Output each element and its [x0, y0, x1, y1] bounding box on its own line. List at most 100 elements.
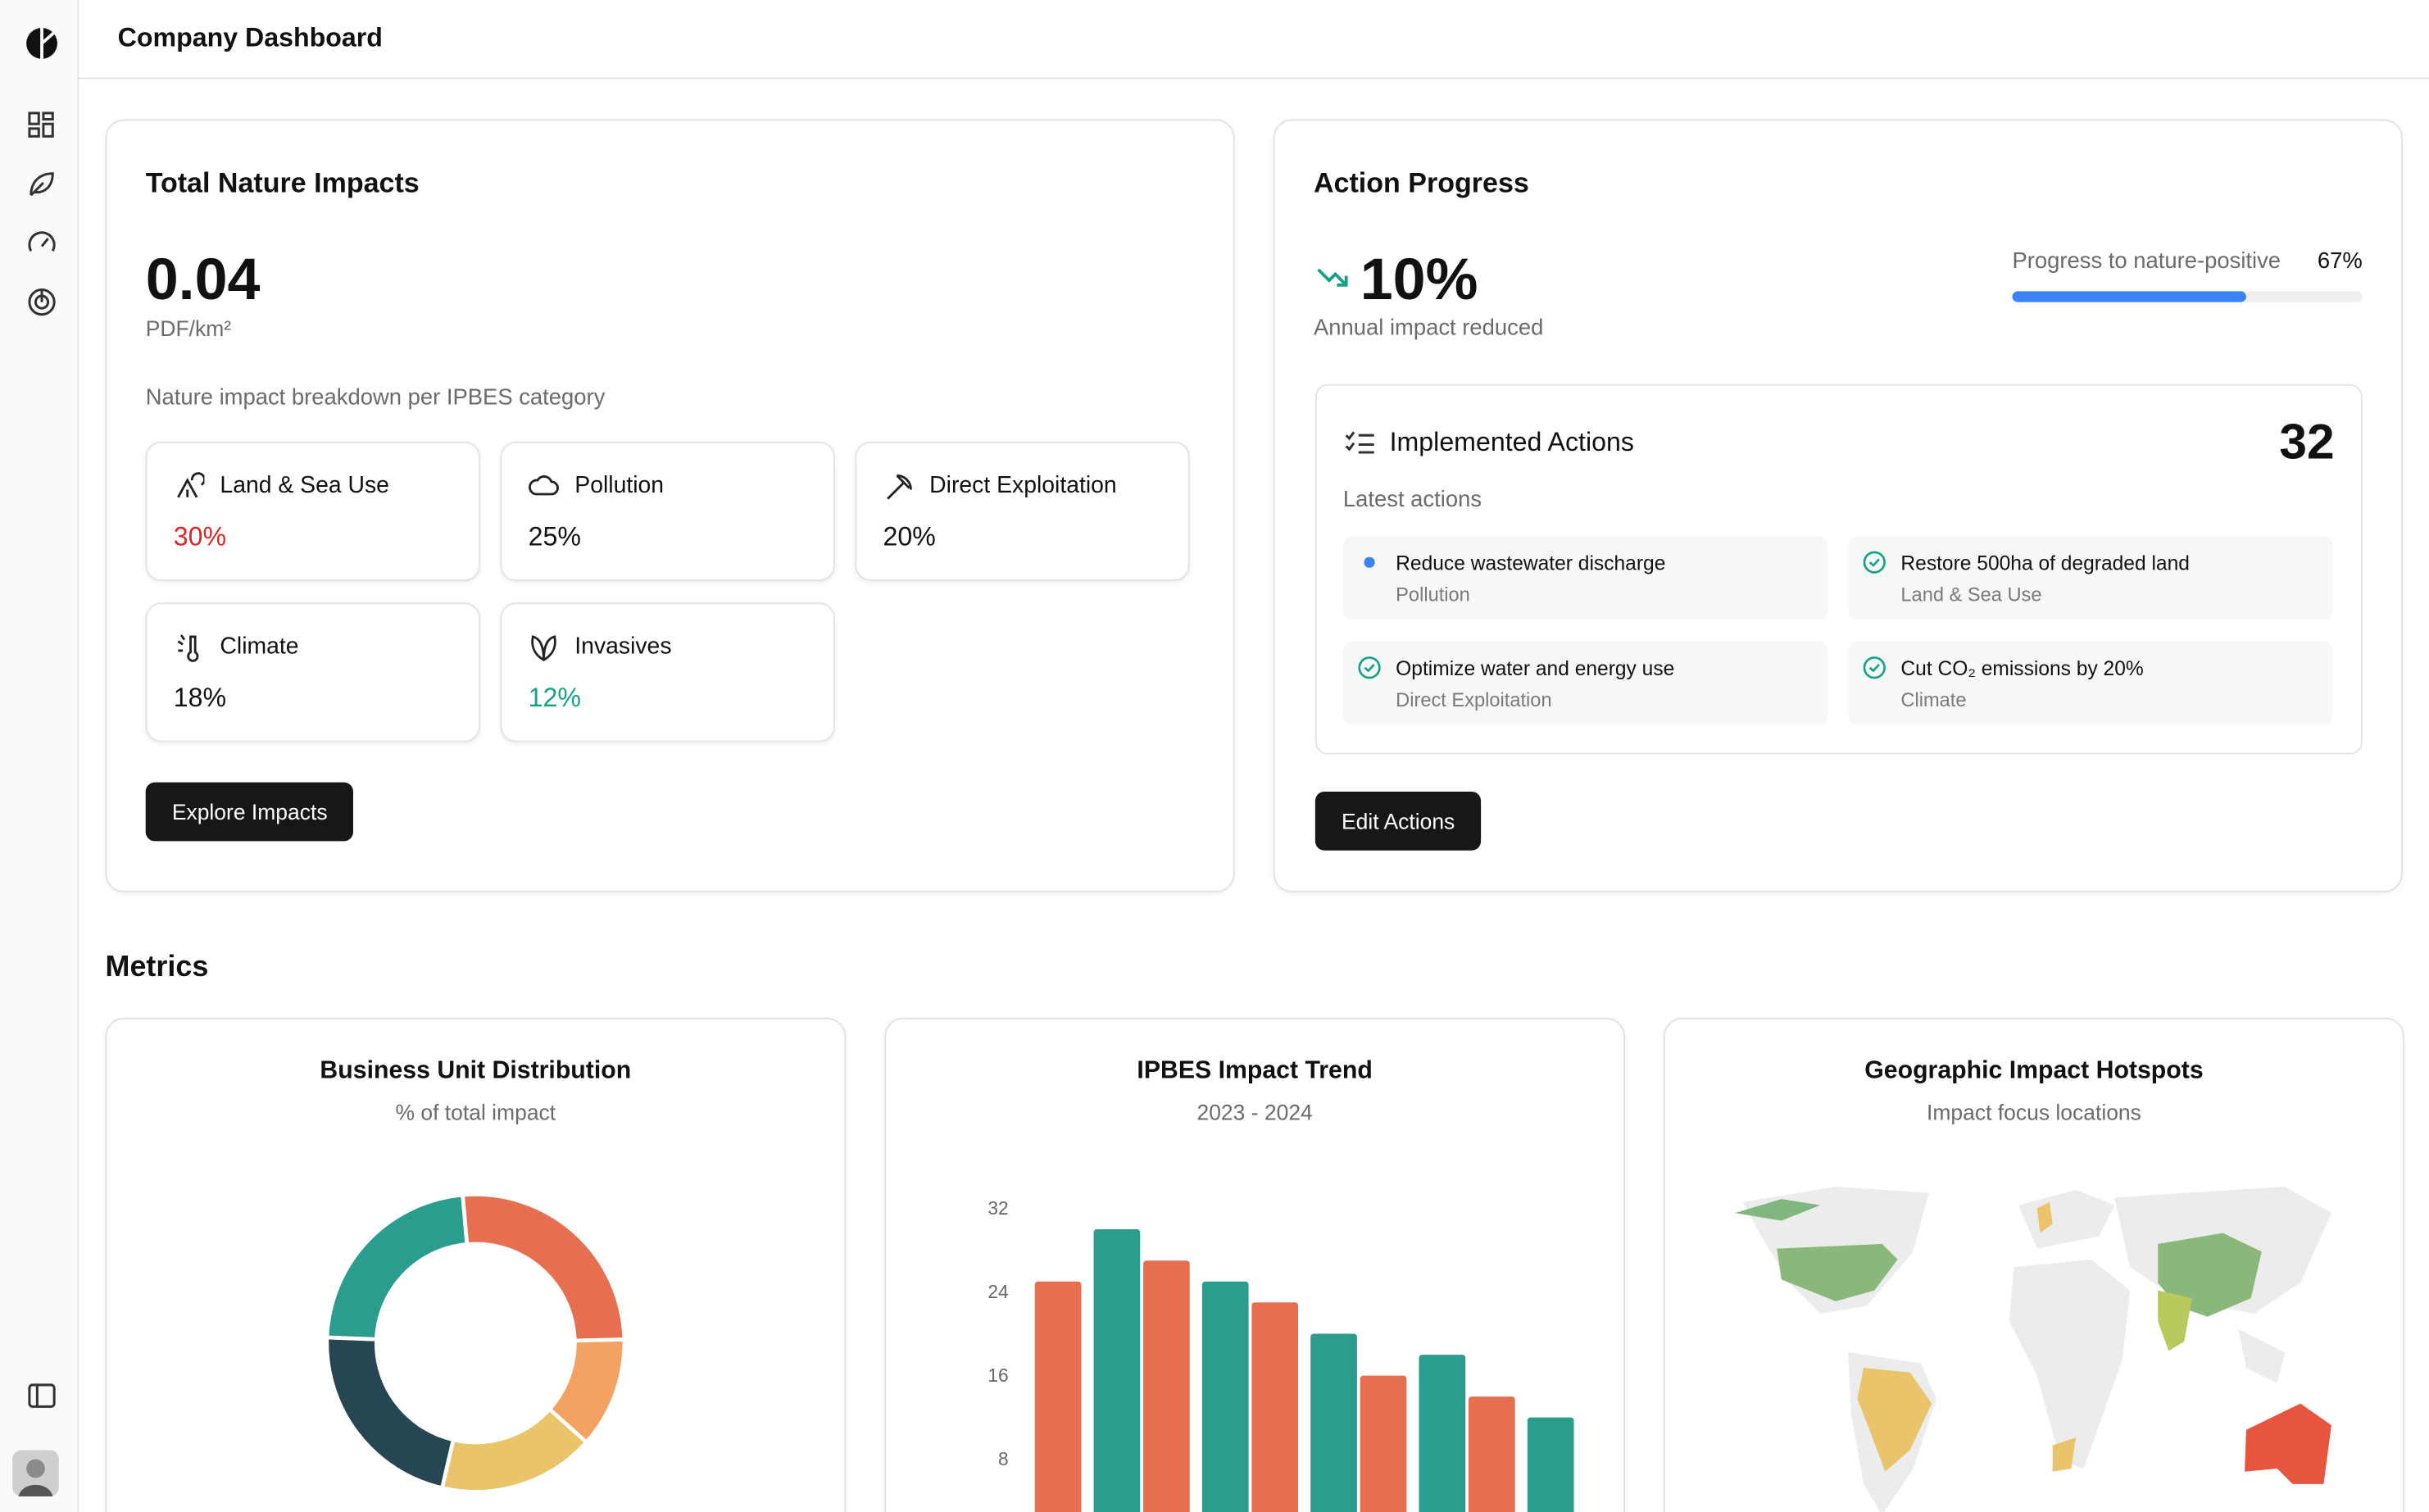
breakdown-label: Nature impact breakdown per IPBES catego…	[145, 385, 606, 411]
category-percent: 18%	[173, 683, 227, 713]
action-item: Optimize water and energy use Direct Expl…	[1342, 641, 1828, 725]
y-tick-label: 32	[987, 1197, 1008, 1219]
impact-tile: Direct Exploitation 20%	[855, 441, 1190, 581]
bar	[1034, 1281, 1082, 1512]
chart-subtitle: % of total impact	[395, 1100, 556, 1125]
bar-chart: 8 16 24 32	[987, 1197, 1574, 1512]
reduction-value: 10%	[1360, 247, 1478, 313]
bar	[1251, 1302, 1299, 1512]
hotspot	[2036, 1201, 2053, 1233]
chart-card: IPBES Impact Trend 2023 - 2024 8 16 24 32	[884, 1017, 1625, 1512]
edit-actions-button[interactable]: Edit Actions	[1314, 791, 1482, 851]
chart-card: Business Unit Distribution % of total im…	[105, 1017, 847, 1512]
hotspot	[2052, 1437, 2077, 1472]
action-title: Cut CO₂ emissions by 20%	[1900, 656, 2144, 680]
bar	[1201, 1281, 1249, 1512]
action-item: Cut CO₂ emissions by 20% Climate	[1848, 641, 2333, 725]
action-item: Restore 500ha of degraded land Land & Sea…	[1848, 536, 2333, 620]
hotspot	[1857, 1368, 1932, 1472]
category-name: Invasives	[574, 633, 672, 661]
category-name: Direct Exploitation	[929, 472, 1117, 499]
bar	[1360, 1375, 1407, 1512]
hotspot	[2158, 1233, 2262, 1317]
category-icon	[177, 472, 205, 498]
chart-title: IPBES Impact Trend	[1137, 1058, 1373, 1085]
latest-label: Latest actions	[1342, 488, 1482, 513]
impact-unit: PDF/km²	[145, 316, 232, 341]
card-title: Action Progress	[1313, 167, 1529, 198]
chart-subtitle: 2023 - 2024	[1196, 1100, 1313, 1125]
y-tick-label: 8	[998, 1448, 1009, 1469]
category-icon	[887, 474, 912, 500]
trend-down-icon	[1317, 268, 1348, 287]
actions-card: Action Progress 10% Annual impact reduce…	[1273, 119, 2403, 892]
nav-nature[interactable]	[26, 169, 57, 200]
donut-segment	[325, 1335, 456, 1491]
action-category: Direct Exploitation	[1396, 689, 1552, 711]
action-category: Land & Sea Use	[1900, 583, 2042, 606]
progress-track	[2012, 291, 2363, 302]
action-item: Reduce wastewater discharge Pollution	[1342, 536, 1828, 620]
card-title: Total Nature Impacts	[145, 167, 420, 198]
category-name: Climate	[220, 633, 299, 661]
progress-value: 67%	[2317, 249, 2363, 275]
done-icon	[1358, 656, 1381, 679]
list-icon	[1345, 431, 1374, 454]
top-bar: Company Dashboard	[79, 0, 2429, 79]
nav-dashboard[interactable]	[26, 110, 57, 141]
impact-tile: Land & Sea Use 30%	[145, 441, 480, 581]
land	[1742, 1186, 2331, 1512]
donut-chart	[325, 1192, 627, 1494]
action-category: Climate	[1900, 689, 1967, 711]
done-icon	[1863, 551, 1886, 574]
category-percent: 25%	[528, 522, 581, 552]
explore-button[interactable]: Explore Impacts	[145, 782, 354, 842]
chart-subtitle: Impact focus locations	[1927, 1100, 2141, 1125]
avatar[interactable]	[12, 1450, 59, 1497]
category-icon	[531, 635, 556, 661]
hotspot	[2158, 1290, 2192, 1351]
category-icon	[529, 475, 559, 496]
donut-segment	[460, 1192, 627, 1343]
chart-title: Business Unit Distribution	[320, 1058, 632, 1085]
page-title: Company Dashboard	[117, 23, 383, 53]
impact-value: 0.04	[145, 247, 261, 313]
world-map	[1735, 1186, 2331, 1512]
impacts-card: Total Nature Impacts 0.04 PDF/km² Nature…	[105, 119, 1235, 892]
implemented-panel: Implemented Actions 32 Latest actions Re…	[1314, 384, 2363, 755]
category-percent: 20%	[883, 522, 936, 552]
bar	[1469, 1396, 1515, 1512]
impact-tile: Invasives 12%	[500, 602, 835, 742]
impact-tile: Pollution 25%	[500, 441, 835, 581]
action-count: 32	[2279, 413, 2335, 470]
pending-icon	[1364, 556, 1375, 568]
nav-gauge[interactable]	[26, 228, 57, 259]
progress-bar	[2012, 291, 2247, 302]
chart-title: Geographic Impact Hotspots	[1864, 1058, 2204, 1085]
logo	[26, 28, 57, 59]
action-title: Optimize water and energy use	[1396, 656, 1675, 680]
hotspot	[1735, 1199, 1821, 1221]
bar	[1143, 1260, 1190, 1512]
category-name: Land & Sea Use	[220, 472, 389, 499]
done-icon	[1863, 656, 1886, 679]
bar	[1310, 1333, 1357, 1512]
panel-title: Implemented Actions	[1389, 427, 1634, 457]
donut-segment	[439, 1406, 589, 1494]
action-category: Pollution	[1396, 583, 1470, 606]
donut-segment	[325, 1192, 470, 1342]
category-name: Pollution	[574, 472, 665, 499]
y-tick-label: 24	[987, 1281, 1008, 1302]
bar	[1527, 1417, 1574, 1512]
category-percent: 12%	[528, 683, 581, 713]
bar	[1093, 1228, 1141, 1512]
category-icon	[177, 634, 199, 662]
section-title: Metrics	[105, 951, 209, 984]
hotspot	[1777, 1243, 1898, 1301]
toggle-sidebar[interactable]	[26, 1380, 57, 1411]
reduction-label: Annual impact reduced	[1313, 316, 1544, 341]
impact-tile: Climate 18%	[145, 602, 480, 742]
nav-target[interactable]	[26, 287, 57, 318]
category-percent: 30%	[173, 522, 227, 552]
